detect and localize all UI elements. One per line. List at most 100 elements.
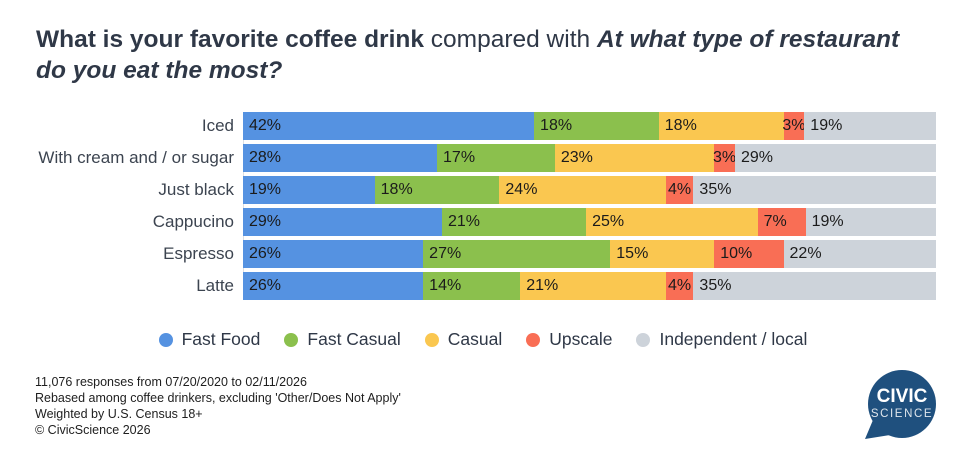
bar-value-label: 3% xyxy=(782,117,806,134)
legend-label: Casual xyxy=(447,329,503,349)
category-label: Cappucino xyxy=(152,212,234,231)
legend-item: Independent / local xyxy=(636,329,807,350)
bar-segment: 25% xyxy=(586,208,758,236)
title-question-2: At what type of restaurant do you eat th… xyxy=(36,26,900,84)
legend-label: Independent / local xyxy=(659,329,808,349)
bar-segment: 21% xyxy=(520,272,666,300)
bar-segment: 27% xyxy=(423,240,611,268)
bar-track: 26% 14% 21% 4% 35% xyxy=(243,272,936,300)
bar-value-label: 15% xyxy=(616,245,649,262)
bar-value-label: 23% xyxy=(560,149,593,166)
bar-value-label: 18% xyxy=(540,117,573,134)
bar-segment: 19% xyxy=(243,176,375,204)
category-label: With cream and / or sugar xyxy=(38,148,234,167)
bar-value-label: 17% xyxy=(443,149,476,166)
footer-weighting-note: Weighted by U.S. Census 18+ xyxy=(35,407,203,421)
legend-label: Fast Food xyxy=(181,329,261,349)
bar-segment: 3% xyxy=(782,112,806,140)
bar-segment: 22% xyxy=(783,240,936,268)
title-connector: compared with xyxy=(424,26,597,53)
bar-segment: 29% xyxy=(243,208,442,236)
category-label: Iced xyxy=(201,116,234,135)
bar-segment: 35% xyxy=(693,272,936,300)
bar-segment: 7% xyxy=(757,208,806,236)
legend-dot-icon xyxy=(284,332,299,347)
bar-value-label: 21% xyxy=(447,213,481,230)
title-question-1: What is your favorite coffee drink xyxy=(36,26,424,53)
bar-value-label: 10% xyxy=(720,245,753,262)
bar-value-label: 26% xyxy=(249,245,282,262)
legend-dot-icon xyxy=(424,332,439,347)
chart-row: Iced 42% 18% 18% 3% 19% xyxy=(33,112,936,140)
chart-legend: Fast Food Fast Casual Casual Upscale Indepen… xyxy=(0,329,966,350)
stacked-bar-chart: Iced 42% 18% 18% 3% 19% With cream and / or su… xyxy=(33,112,936,300)
bar-segment: 18% xyxy=(658,112,784,140)
footer-responses: 11,076 responses from 07/20/2020 to 02/1… xyxy=(35,375,307,389)
bar-value-label: 42% xyxy=(249,117,282,134)
bar-value-label: 29% xyxy=(249,213,282,230)
bar-value-label: 24% xyxy=(505,181,538,198)
bar-segment: 10% xyxy=(714,240,784,268)
category-label: Latte xyxy=(196,276,234,295)
bar-value-label: 25% xyxy=(592,213,625,230)
bar-track: 29% 21% 25% 7% 19% xyxy=(243,208,936,236)
chart-title: What is your favorite coffee drink compa… xyxy=(36,24,922,86)
category-label: Just black xyxy=(158,180,234,199)
bar-value-label: 21% xyxy=(526,277,559,294)
bar-segment: 26% xyxy=(243,272,424,300)
civicscience-logo: CIVIC SCIENCE xyxy=(862,368,940,448)
legend-dot-icon xyxy=(636,332,651,347)
chart-row: Latte 26% 14% 21% 4% 35% xyxy=(33,272,936,300)
legend-dot-icon xyxy=(526,332,541,347)
bar-segment: 4% xyxy=(665,176,694,204)
bar-segment: 28% xyxy=(243,144,438,172)
chart-row: Espresso 26% 27% 15% 10% 22% xyxy=(33,240,936,268)
svg-text:CIVIC: CIVIC xyxy=(877,386,928,407)
footer-rebase-note: Rebased among coffee drinkers, excluding… xyxy=(35,391,401,405)
chart-row: Just black 19% 18% 24% 4% 35% xyxy=(33,176,936,204)
bar-segment: 42% xyxy=(243,112,535,140)
bar-track: 19% 18% 24% 4% 35% xyxy=(243,176,936,204)
bar-value-label: 19% xyxy=(810,117,843,134)
bar-segment: 29% xyxy=(734,144,936,172)
bar-segment: 35% xyxy=(693,176,936,204)
svg-text:SCIENCE: SCIENCE xyxy=(871,408,933,420)
legend-item: Fast Food xyxy=(158,329,261,350)
bar-value-label: 29% xyxy=(740,149,774,166)
bar-segment: 24% xyxy=(499,176,666,204)
bar-segment: 21% xyxy=(441,208,587,236)
bar-value-label: 19% xyxy=(249,181,282,198)
bar-value-label: 18% xyxy=(380,181,413,198)
legend-item: Fast Casual xyxy=(284,329,401,350)
bar-track: 26% 27% 15% 10% 22% xyxy=(243,240,936,268)
bar-segment: 19% xyxy=(805,208,936,236)
bar-value-label: 14% xyxy=(429,277,462,294)
legend-item: Upscale xyxy=(526,329,612,350)
bar-value-label: 28% xyxy=(249,149,282,166)
legend-item: Casual xyxy=(424,329,503,350)
bar-segment: 4% xyxy=(665,272,694,300)
bar-segment: 19% xyxy=(804,112,936,140)
bar-value-label: 27% xyxy=(429,245,462,262)
bar-segment: 17% xyxy=(437,144,555,172)
chart-rows: Iced 42% 18% 18% 3% 19% With cream and / or su… xyxy=(33,112,936,300)
bar-value-label: 18% xyxy=(664,117,697,134)
bar-value-label: 4% xyxy=(668,181,692,198)
legend-label: Fast Casual xyxy=(307,329,401,349)
legend-label: Upscale xyxy=(549,329,613,349)
bar-segment: 14% xyxy=(423,272,521,300)
bar-track: 28% 17% 23% 3% 29% xyxy=(243,144,936,172)
bar-value-label: 35% xyxy=(699,181,732,198)
bar-segment: 26% xyxy=(243,240,424,268)
bar-segment: 18% xyxy=(374,176,500,204)
bar-segment: 15% xyxy=(610,240,715,268)
bar-value-label: 7% xyxy=(763,213,787,230)
bar-value-label: 3% xyxy=(713,149,737,166)
category-label: Espresso xyxy=(163,244,234,263)
legend-dot-icon xyxy=(158,332,173,347)
chart-row: With cream and / or sugar 28% 17% 23% 3% 29% xyxy=(33,144,936,172)
bar-segment: 3% xyxy=(713,144,737,172)
chart-row: Cappucino 29% 21% 25% 7% 19% xyxy=(33,208,936,236)
bar-track: 42% 18% 18% 3% 19% xyxy=(243,112,936,140)
bar-value-label: 19% xyxy=(811,213,844,230)
